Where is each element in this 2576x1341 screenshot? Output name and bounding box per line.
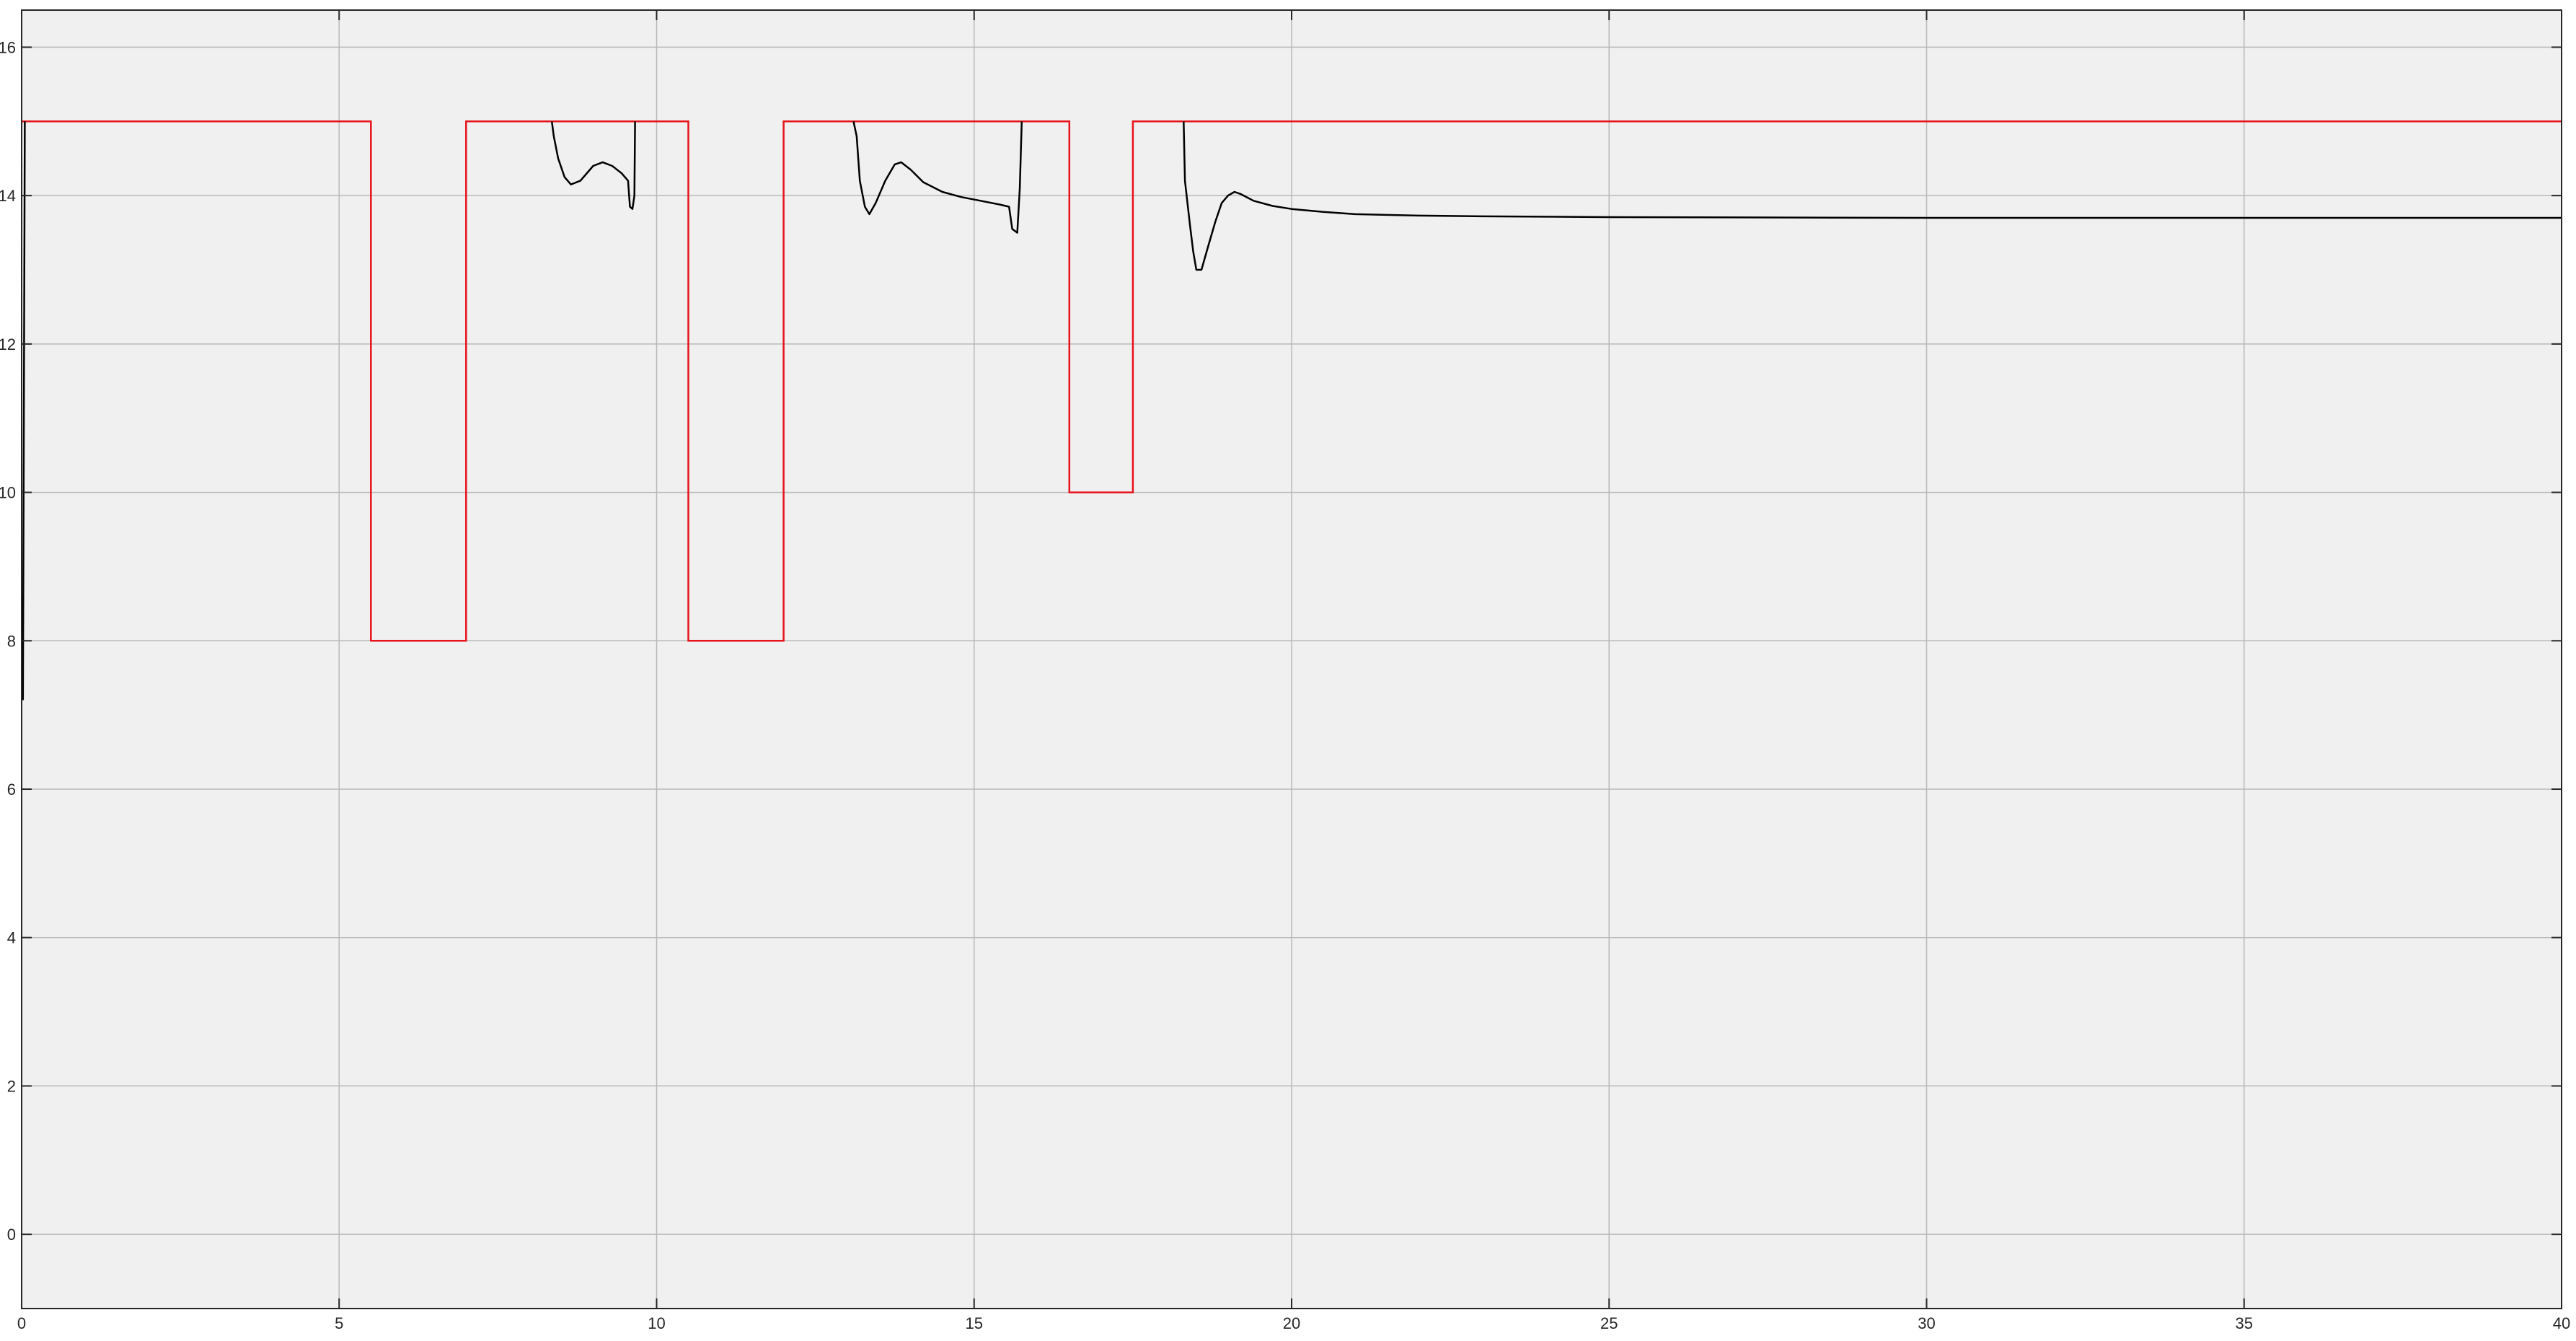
response-line-segment [550, 121, 636, 210]
response-line-segment [1183, 121, 2562, 271]
y-tick-label: 10 [0, 484, 16, 502]
response-line-segment [852, 121, 1023, 234]
x-tick-label: 15 [966, 1314, 983, 1332]
data-series [22, 120, 2562, 700]
x-tick-label: 40 [2553, 1314, 2570, 1332]
x-tick-label: 25 [1600, 1314, 1618, 1332]
x-tick-label: 20 [1283, 1314, 1300, 1332]
x-tick-label: 0 [17, 1314, 26, 1332]
y-tick-label: 8 [7, 632, 16, 650]
y-tick-label: 2 [7, 1077, 16, 1095]
reference-step-line [22, 120, 2562, 642]
y-tick-label: 14 [0, 187, 16, 205]
x-tick-label: 5 [335, 1314, 343, 1332]
axis-ticks: 0 5 10 15 20 25 30 35 40 0 2 4 6 8 10 12 14 16 [0, 10, 2570, 1332]
y-tick-label: 0 [7, 1226, 16, 1244]
x-tick-label: 30 [1918, 1314, 1935, 1332]
x-tick-label: 35 [2236, 1314, 2253, 1332]
y-tick-label: 4 [7, 929, 16, 947]
x-tick-label: 10 [648, 1314, 665, 1332]
y-tick-label: 12 [0, 335, 16, 353]
grid-lines [22, 10, 2562, 1309]
y-tick-label: 16 [0, 38, 16, 56]
y-tick-label: 6 [7, 781, 16, 799]
response-line-segment [22, 121, 26, 700]
